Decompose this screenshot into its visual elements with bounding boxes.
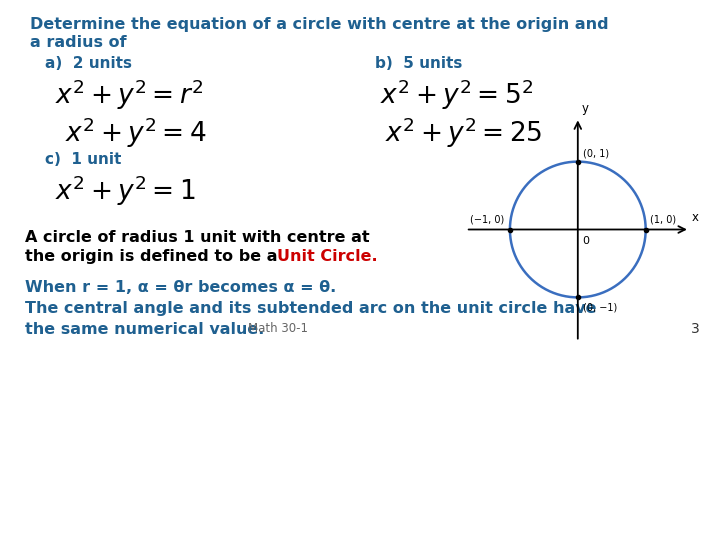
Text: (0, −1): (0, −1) <box>582 303 617 313</box>
Text: the origin is defined to be a: the origin is defined to be a <box>25 249 283 264</box>
Text: Math 30-1: Math 30-1 <box>248 322 308 335</box>
Text: A circle of radius 1 unit with centre at: A circle of radius 1 unit with centre at <box>25 230 369 245</box>
Text: (0, 1): (0, 1) <box>582 148 608 158</box>
Text: (−1, 0): (−1, 0) <box>470 215 505 225</box>
Text: a)  2 units: a) 2 units <box>45 56 132 71</box>
Text: $x^2 + y^2 = 1$: $x^2 + y^2 = 1$ <box>55 173 195 207</box>
Text: the same numerical value.: the same numerical value. <box>25 322 264 337</box>
Text: b)  5 units: b) 5 units <box>375 56 462 71</box>
Text: $x^2 + y^2 = 5^2$: $x^2 + y^2 = 5^2$ <box>380 78 533 112</box>
Text: $x^2 + y^2 = r^2$: $x^2 + y^2 = r^2$ <box>55 78 203 112</box>
Text: x: x <box>692 211 699 224</box>
Text: Determine the equation of a circle with centre at the origin and: Determine the equation of a circle with … <box>30 17 608 32</box>
Text: $x^2 + y^2 = 25$: $x^2 + y^2 = 25$ <box>385 115 542 150</box>
Text: y: y <box>582 103 589 116</box>
Text: $x^2 + y^2 = 4$: $x^2 + y^2 = 4$ <box>65 115 207 150</box>
Text: When r = 1, α = θr becomes α = θ.: When r = 1, α = θr becomes α = θ. <box>25 280 336 295</box>
Text: Unit Circle.: Unit Circle. <box>277 249 377 264</box>
Text: The central angle and its subtended arc on the unit circle have: The central angle and its subtended arc … <box>25 301 596 316</box>
Text: c)  1 unit: c) 1 unit <box>45 152 122 167</box>
Text: a radius of: a radius of <box>30 35 127 50</box>
Text: 0: 0 <box>582 237 589 246</box>
Text: (1, 0): (1, 0) <box>650 215 677 225</box>
Text: 3: 3 <box>691 322 700 336</box>
